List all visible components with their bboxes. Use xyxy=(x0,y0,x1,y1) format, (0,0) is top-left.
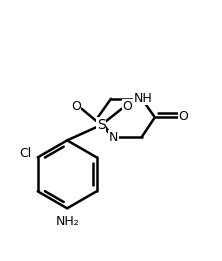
Text: N: N xyxy=(109,130,118,144)
Text: NH₂: NH₂ xyxy=(55,215,79,228)
Text: S: S xyxy=(97,118,105,132)
Text: O: O xyxy=(71,100,81,113)
Text: NH: NH xyxy=(133,92,152,105)
Text: O: O xyxy=(178,110,188,123)
Text: Cl: Cl xyxy=(19,147,31,160)
Text: O: O xyxy=(123,100,132,113)
